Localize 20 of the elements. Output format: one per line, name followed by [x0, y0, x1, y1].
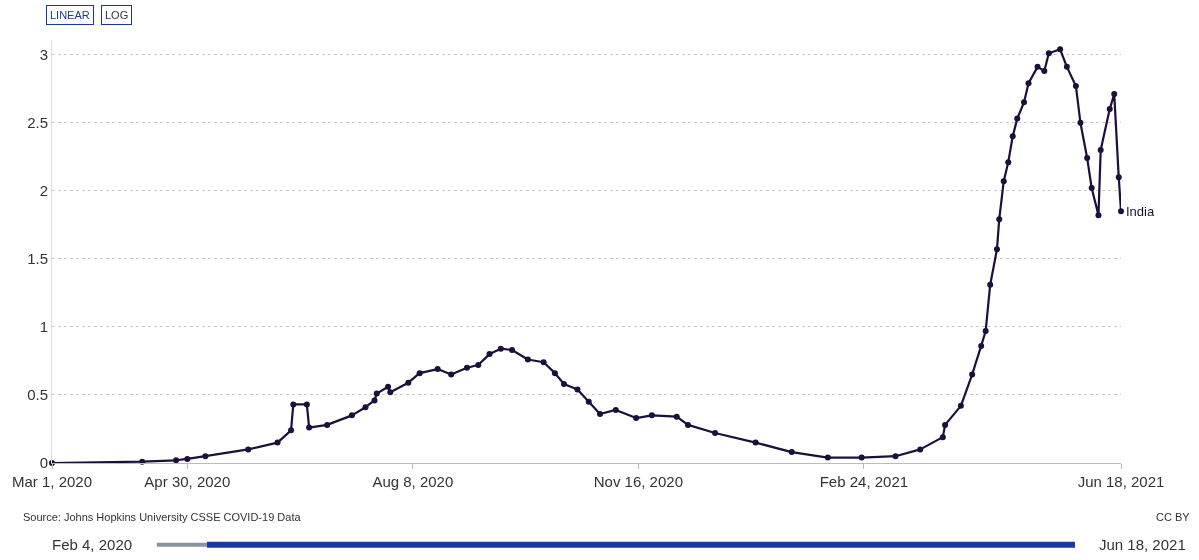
- x-tick-label: Jun 18, 2021: [1077, 473, 1165, 490]
- x-tick-label: Apr 30, 2020: [144, 473, 231, 490]
- x-tick-label: Aug 8, 2020: [372, 473, 454, 490]
- y-tick-label: 0: [39, 454, 48, 472]
- text: Feb 4, 2020: [52, 536, 133, 553]
- y-tick-label: 0.5: [27, 386, 48, 404]
- source-note: Source: Johns Hopkins University CSSE COVID-19 Data: [23, 511, 302, 523]
- y-tick-label: 1.5: [27, 250, 48, 268]
- y-tick-label: 3: [39, 45, 48, 63]
- series-label: India: [1126, 204, 1155, 219]
- text: LINEAR: [50, 9, 90, 21]
- text: CC BY: [1156, 511, 1191, 523]
- y-tick-label: 2.5: [27, 113, 48, 131]
- x-tick-label: Feb 24, 2021: [819, 473, 909, 490]
- y-tick-label: 2: [39, 181, 48, 199]
- x-tick-label: Mar 1, 2020: [11, 473, 93, 490]
- text: Jun 18, 2021: [1099, 536, 1186, 553]
- y-tick-label: 1: [39, 318, 48, 336]
- text: LOG: [105, 9, 129, 21]
- x-tick-label: Nov 16, 2020: [593, 473, 683, 490]
